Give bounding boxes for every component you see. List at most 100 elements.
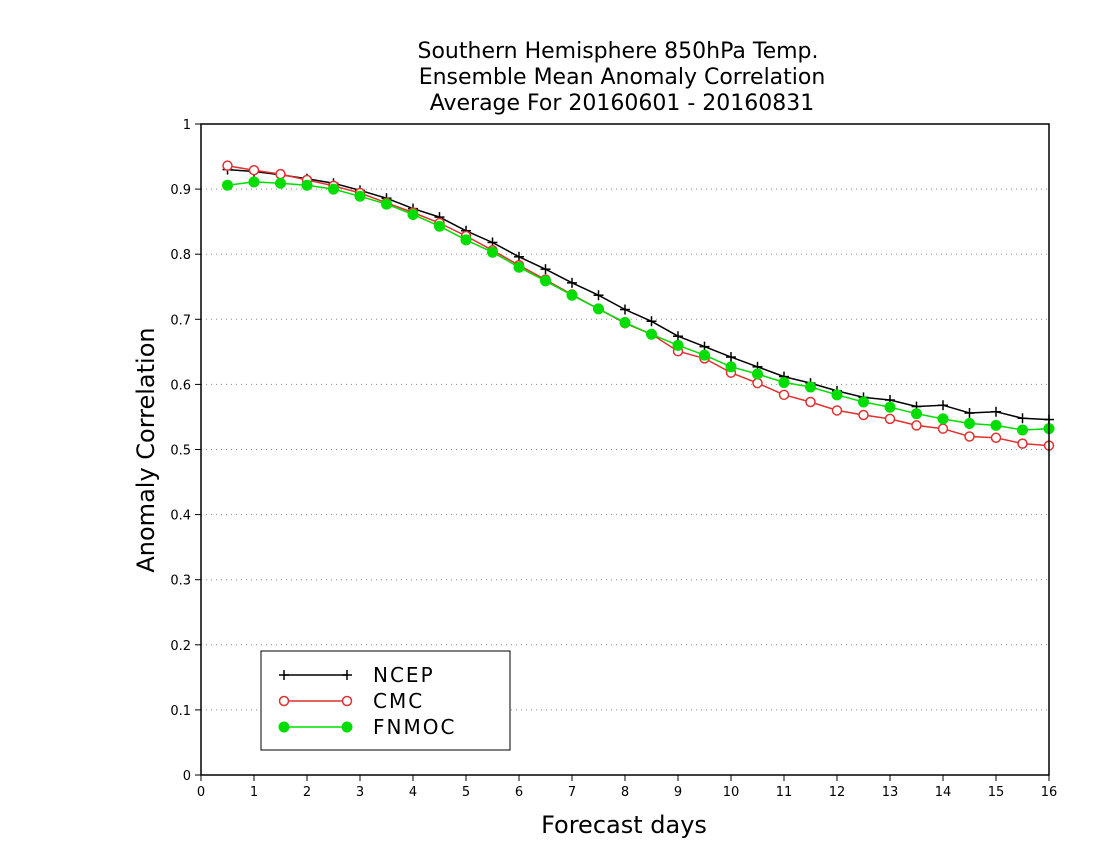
x-tick-label: 1	[250, 785, 258, 800]
x-tick-label: 3	[356, 785, 364, 800]
legend-label-cmc: CMC	[373, 689, 424, 713]
data-point-fnmoc	[884, 401, 896, 413]
data-point-ncep	[726, 352, 736, 363]
series-fnmoc	[222, 176, 1055, 436]
legend-item-cmc: CMC	[278, 689, 424, 713]
chart-title-line-2: Ensemble Mean Anomaly Correlation	[419, 65, 826, 90]
legend-label-ncep: NCEP	[373, 663, 435, 687]
legend-item-ncep: NCEP	[279, 663, 435, 687]
y-tick-label: 0.2	[170, 639, 191, 654]
data-point-cmc	[222, 160, 233, 171]
data-point-fnmoc	[434, 220, 445, 232]
x-tick-label: 6	[515, 785, 523, 800]
data-point-fnmoc	[328, 183, 339, 195]
series-layer	[222, 160, 1055, 451]
legend-marker-ncep	[342, 670, 352, 680]
legend-item-fnmoc: FNMOC	[278, 715, 456, 739]
chart-title-line-3: Average For 20160601 - 20160831	[430, 91, 815, 116]
data-point-cmc	[805, 396, 816, 408]
data-point-fnmoc	[672, 339, 684, 351]
data-point-fnmoc	[619, 317, 631, 329]
series-line-ncep	[227, 168, 1050, 421]
data-point-fnmoc	[725, 361, 737, 373]
data-point-fnmoc	[805, 381, 816, 393]
data-point-ncep	[567, 277, 577, 288]
series-line-fnmoc	[227, 181, 1050, 431]
x-tick-label: 13	[882, 785, 899, 800]
data-point-ncep	[964, 408, 975, 419]
data-point-ncep	[540, 264, 551, 275]
y-tick-label: 0	[183, 769, 191, 784]
data-point-fnmoc	[513, 261, 525, 273]
y-tick-label: 0.3	[170, 574, 191, 589]
data-point-ncep	[593, 290, 604, 301]
data-point-fnmoc	[593, 303, 604, 315]
data-point-cmc	[248, 164, 260, 176]
data-point-fnmoc	[699, 349, 710, 361]
gridlines	[201, 188, 1049, 711]
y-tick-label: 0.8	[170, 248, 191, 263]
legend-label-fnmoc: FNMOC	[373, 715, 456, 739]
data-point-fnmoc	[646, 328, 657, 340]
x-tick-label: 10	[723, 785, 740, 800]
data-point-fnmoc	[1017, 424, 1028, 436]
data-point-cmc	[990, 432, 1002, 444]
y-tick-label: 0.5	[170, 444, 191, 459]
axes: 00.10.20.30.40.50.60.70.80.910 1 2 3 4 5 6 7 8 9 1…	[170, 118, 1057, 800]
data-point-cmc	[911, 420, 922, 431]
x-tick-label: 14	[935, 785, 952, 800]
legend-marker-cmc	[278, 695, 290, 707]
data-point-fnmoc	[831, 389, 843, 401]
data-point-ncep	[938, 400, 948, 411]
x-tick-label: 16	[1041, 785, 1058, 800]
data-point-ncep	[991, 406, 1001, 417]
data-point-cmc	[752, 377, 763, 389]
y-tick-label: 1	[183, 118, 191, 133]
data-point-fnmoc	[381, 198, 392, 210]
data-point-fnmoc	[248, 176, 260, 188]
data-point-fnmoc	[752, 368, 763, 380]
y-tick-label: 0.6	[170, 378, 191, 393]
data-point-cmc	[884, 413, 896, 425]
x-tick-label: 9	[674, 785, 682, 800]
y-tick-label: 0.9	[170, 183, 191, 198]
y-tick-label: 0.4	[170, 509, 191, 524]
data-point-cmc	[778, 389, 790, 401]
data-point-cmc	[831, 405, 843, 416]
data-point-fnmoc	[566, 289, 578, 301]
data-point-fnmoc	[911, 408, 922, 420]
data-point-fnmoc	[301, 179, 313, 191]
data-point-fnmoc	[354, 190, 366, 202]
x-axis-label: Forecast days	[541, 811, 707, 839]
data-point-ncep	[646, 316, 657, 327]
data-point-fnmoc	[487, 246, 498, 258]
chart-title: Southern Hemisphere 850hPa Temp. Ensembl…	[418, 39, 826, 116]
x-tick-label: 7	[568, 785, 576, 800]
y-tick-label: 0.1	[170, 704, 191, 719]
data-point-fnmoc	[460, 234, 472, 246]
x-tick-label: 15	[988, 785, 1005, 800]
data-point-fnmoc	[964, 417, 975, 429]
data-point-fnmoc	[990, 419, 1002, 431]
x-tick-label: 0	[197, 785, 205, 800]
data-point-ncep	[620, 304, 630, 315]
legend-marker-fnmoc	[341, 721, 353, 733]
data-point-ncep	[673, 331, 683, 342]
y-tick-label: 0.7	[170, 313, 191, 328]
data-point-cmc	[964, 431, 975, 442]
data-point-cmc	[858, 409, 869, 421]
legend-marker-cmc	[341, 695, 353, 707]
data-point-fnmoc	[540, 275, 551, 287]
data-point-fnmoc	[222, 179, 233, 191]
x-tick-label: 12	[829, 785, 846, 800]
data-point-cmc	[937, 423, 949, 434]
chart-title-line-1: Southern Hemisphere 850hPa Temp.	[418, 39, 819, 64]
data-point-fnmoc	[778, 376, 790, 388]
x-tick-label: 2	[303, 785, 311, 800]
series-cmc	[222, 160, 1055, 451]
x-tick-label: 8	[621, 785, 629, 800]
series-ncep	[222, 164, 1054, 425]
data-point-fnmoc	[407, 208, 419, 220]
